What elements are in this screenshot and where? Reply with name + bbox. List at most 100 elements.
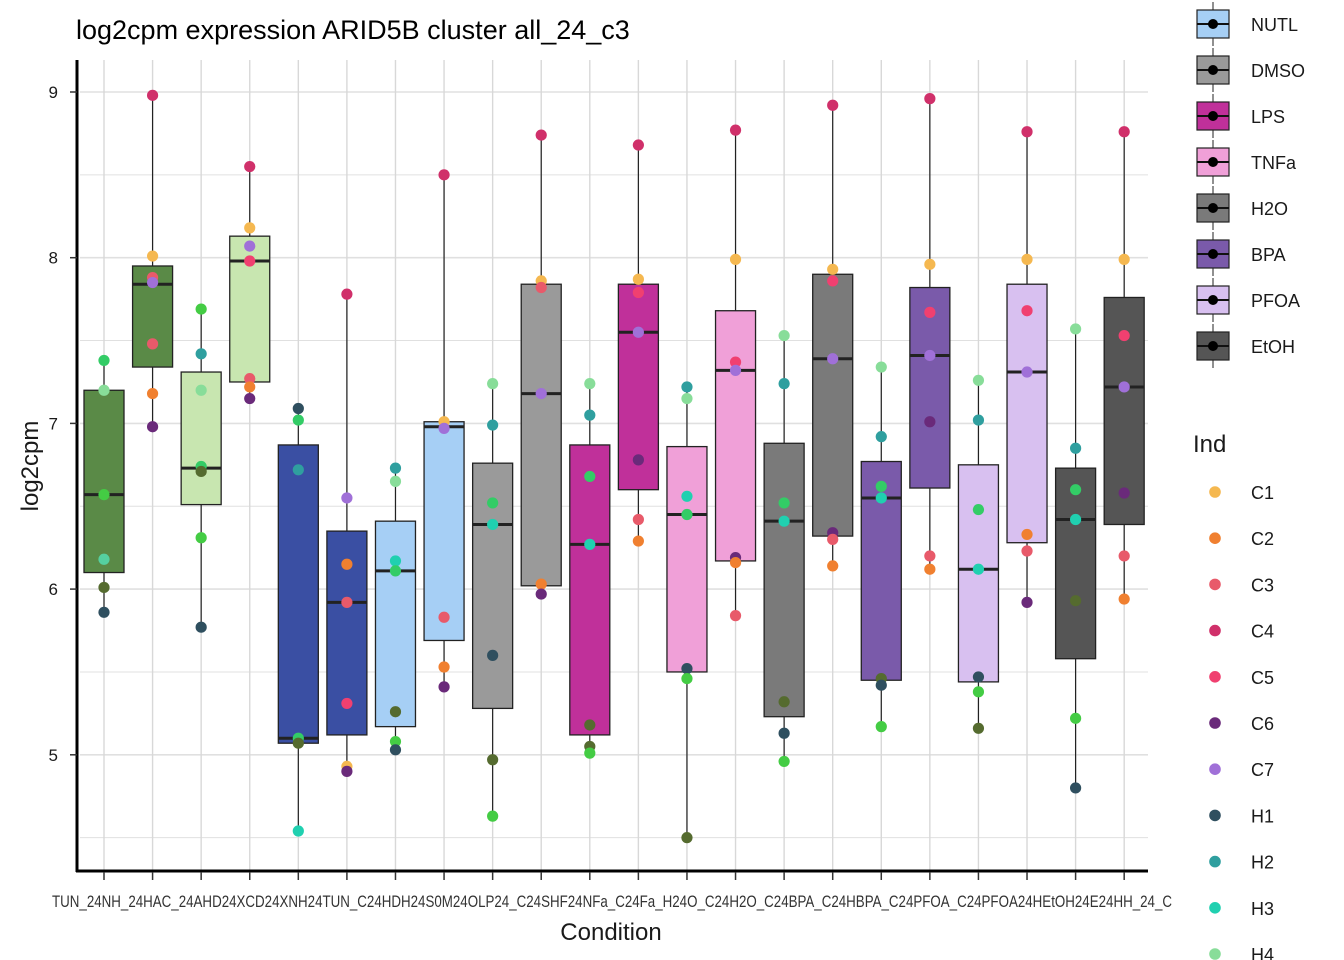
data-point <box>389 555 402 567</box>
data-point <box>875 721 887 733</box>
data-point <box>924 563 936 575</box>
data-point <box>389 565 402 577</box>
data-point <box>487 419 499 431</box>
data-point <box>487 378 499 390</box>
legend-treatment-dot <box>1208 157 1218 167</box>
data-point <box>98 489 110 501</box>
data-point <box>924 306 936 318</box>
data-point <box>195 465 207 478</box>
legend-ind-dot <box>1209 809 1221 822</box>
legend-ind-dot <box>1209 855 1221 868</box>
legend-ind-dot <box>1209 486 1221 498</box>
data-point <box>389 475 402 487</box>
data-point <box>1070 782 1082 794</box>
data-point <box>632 273 644 285</box>
legend-treatment: NUTL DMSO LPS TNFa H2O BPA PFOA EtOH <box>1196 2 1305 368</box>
data-point <box>972 722 985 734</box>
data-point <box>924 258 936 270</box>
box-body <box>423 421 465 642</box>
data-point <box>729 356 742 368</box>
data-point <box>632 513 644 526</box>
data-point <box>729 610 742 622</box>
data-point <box>341 697 353 710</box>
data-point <box>341 288 353 300</box>
data-point <box>972 503 985 516</box>
legend-treatment-label: NUTL <box>1251 15 1298 35</box>
data-point <box>487 497 499 509</box>
data-point <box>632 286 644 299</box>
data-point <box>681 490 693 502</box>
data-point <box>584 378 596 390</box>
data-point <box>778 329 790 342</box>
y-tick-label: 9 <box>49 83 58 102</box>
data-point <box>681 508 693 521</box>
data-point <box>292 737 304 749</box>
data-point <box>389 744 402 756</box>
data-point <box>341 492 353 504</box>
box-body <box>1006 283 1048 544</box>
data-point <box>778 755 790 768</box>
data-point <box>292 464 304 476</box>
data-point <box>584 747 596 759</box>
data-point <box>1021 596 1033 608</box>
box-body <box>374 520 417 728</box>
box-body <box>83 389 125 574</box>
data-point <box>341 765 353 777</box>
data-point <box>729 124 742 136</box>
chart-title: log2cpm expression ARID5B cluster all_24… <box>76 15 630 45</box>
data-point <box>632 139 644 151</box>
data-point <box>1021 366 1033 378</box>
legend-ind-label: C5 <box>1251 668 1274 688</box>
data-point <box>244 255 256 267</box>
data-point <box>827 99 839 111</box>
data-point <box>389 706 402 718</box>
box-body <box>666 445 708 673</box>
data-point <box>729 253 742 265</box>
legend-treatment-dot <box>1208 341 1218 351</box>
legend-treatment-label: TNFa <box>1251 153 1297 173</box>
legend-ind-dot <box>1209 948 1221 960</box>
box-body <box>812 273 854 537</box>
legend-treatment-dot <box>1208 19 1218 29</box>
data-point <box>1021 545 1033 557</box>
data-point <box>778 727 790 739</box>
data-point <box>438 611 450 623</box>
data-point <box>1070 442 1082 454</box>
legend-ind-label: H4 <box>1251 945 1274 960</box>
data-point <box>535 387 547 400</box>
data-point <box>1070 513 1082 526</box>
data-point <box>972 671 985 683</box>
data-point <box>195 532 207 544</box>
data-point <box>632 535 644 547</box>
data-point <box>729 364 742 376</box>
legend-treatment-label: BPA <box>1251 245 1286 265</box>
legend-treatment-dot <box>1208 203 1218 213</box>
legend-ind-dot <box>1209 532 1221 544</box>
y-axis-ticks: 5 6 7 8 9 <box>49 83 77 765</box>
data-point <box>924 550 936 562</box>
data-point <box>875 679 887 691</box>
box-body <box>1054 467 1097 660</box>
data-point <box>244 381 256 393</box>
data-point <box>972 414 985 426</box>
data-point <box>487 810 499 822</box>
data-point <box>535 129 547 141</box>
data-point <box>487 649 499 661</box>
y-axis-title: log2cpm <box>17 421 44 512</box>
data-point <box>924 93 936 105</box>
data-point <box>1118 329 1130 342</box>
box-body <box>471 462 514 710</box>
data-point <box>1070 712 1082 724</box>
data-point <box>292 414 304 426</box>
data-point <box>827 275 839 287</box>
legend-ind-label: C6 <box>1251 714 1274 734</box>
data-point <box>438 661 450 673</box>
y-tick-label: 7 <box>49 414 58 433</box>
data-point <box>98 581 110 594</box>
data-point <box>972 374 985 386</box>
data-point <box>1118 487 1130 499</box>
data-point <box>244 392 256 405</box>
data-point <box>244 373 256 385</box>
legend-ind-label: C3 <box>1251 575 1274 595</box>
data-point <box>681 392 693 405</box>
